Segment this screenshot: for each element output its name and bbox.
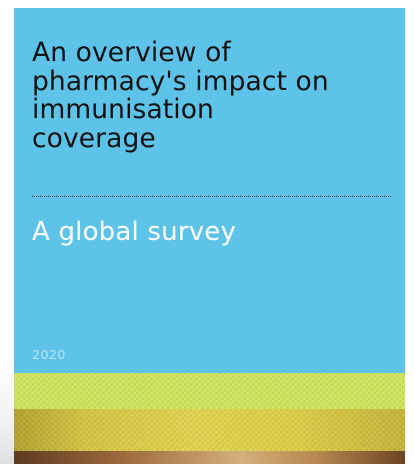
cover-photo-green-band [14, 373, 405, 409]
report-title-line-4: coverage [32, 122, 156, 154]
publication-year: 2020 [32, 347, 66, 362]
report-title: An overview of pharmacy's impact on immu… [32, 37, 392, 154]
report-cover: An overview of pharmacy's impact on immu… [14, 8, 405, 464]
report-subtitle: A global survey [32, 217, 237, 247]
cover-photo-brown-band [14, 451, 405, 464]
report-title-line-2: pharmacy's impact on [32, 65, 329, 97]
cover-photo [14, 373, 405, 464]
report-title-line-1: An overview of [32, 37, 231, 68]
title-divider [32, 196, 391, 197]
report-title-line-3: immunisation [32, 94, 214, 125]
cover-photo-yellow-band [14, 409, 405, 451]
page-edge [0, 361, 14, 464]
